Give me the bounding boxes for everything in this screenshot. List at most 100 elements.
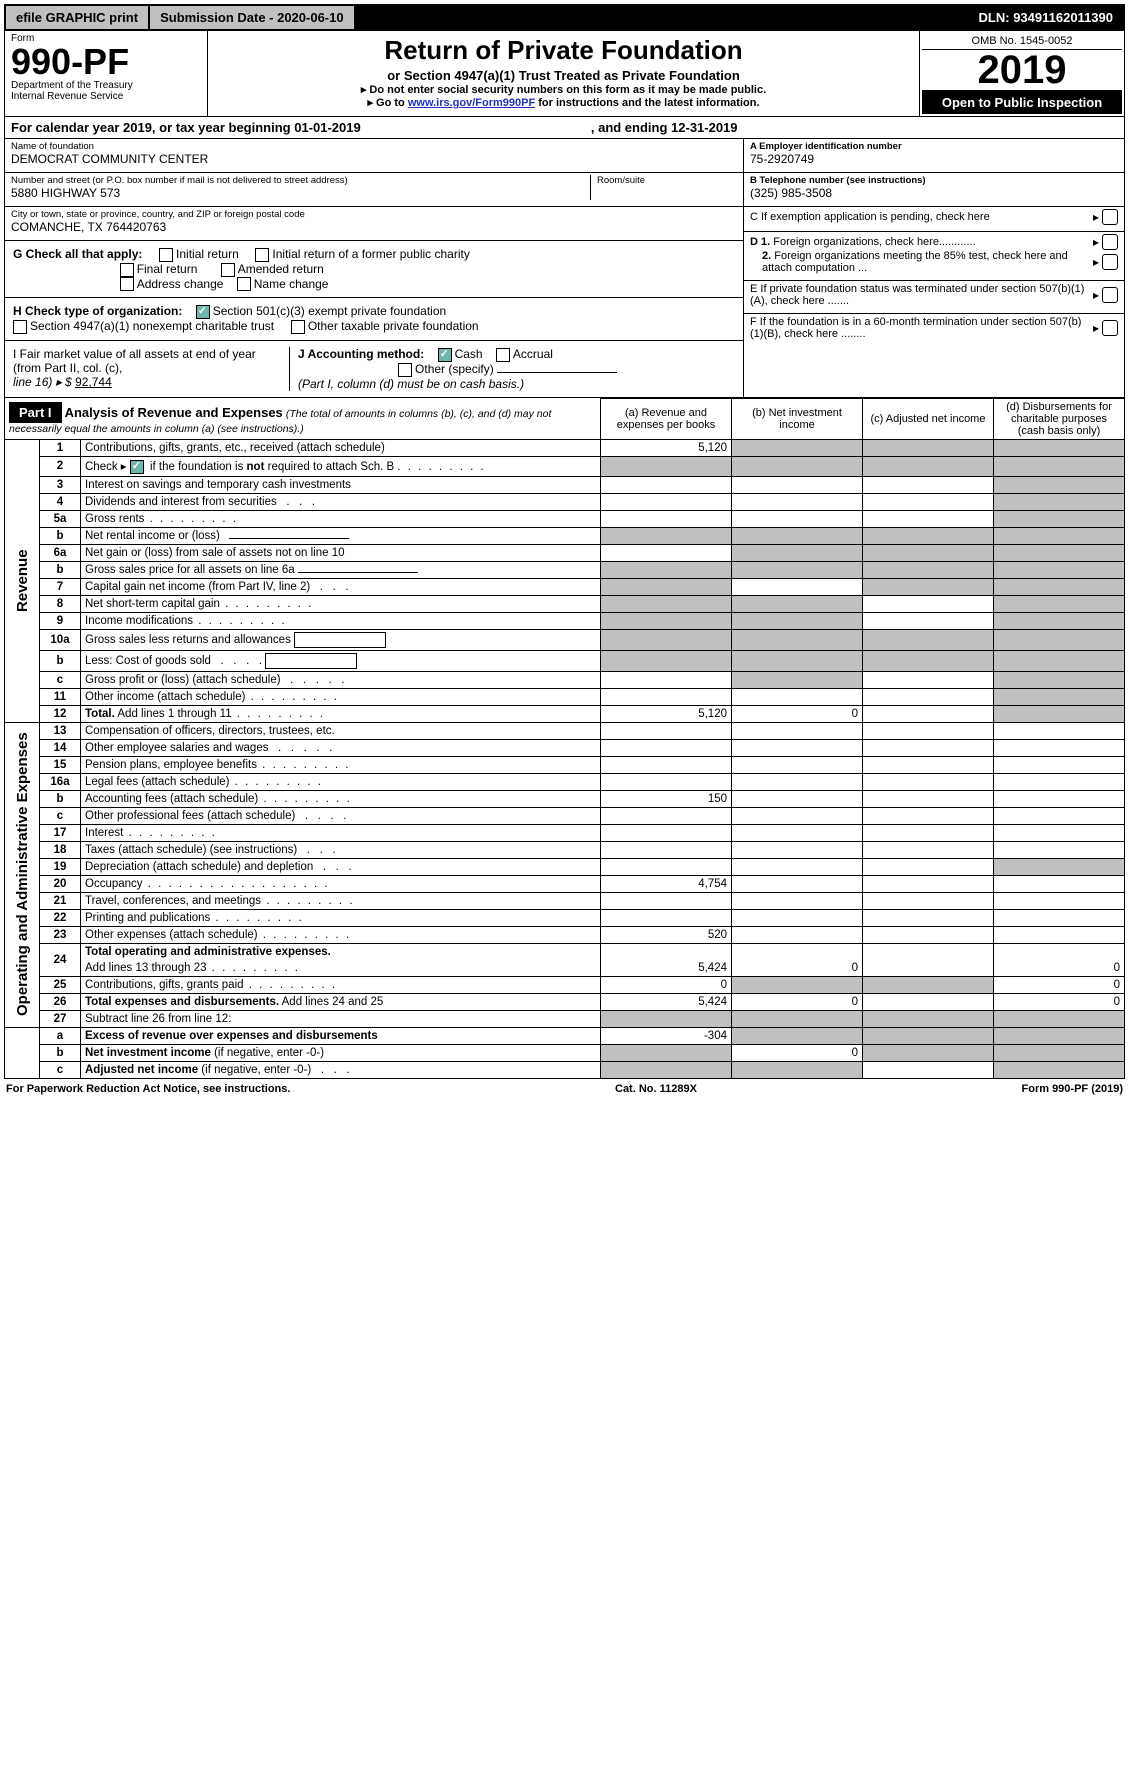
row-6b-label: Gross sales price for all assets on line… <box>81 561 601 578</box>
section-d1: Foreign organizations, check here.......… <box>773 236 975 248</box>
final-return-checkbox[interactable] <box>120 263 134 277</box>
row-27c-label: Adjusted net income (if negative, enter … <box>81 1061 601 1078</box>
row-14-label: Other employee salaries and wages . . . … <box>81 739 601 756</box>
ein-label: A Employer identification number <box>750 141 902 152</box>
instruction-2: ▸ Go to www.irs.gov/Form990PF for instru… <box>216 96 911 109</box>
footer: For Paperwork Reduction Act Notice, see … <box>4 1079 1125 1095</box>
form-header: Form 990-PF Department of the Treasury I… <box>4 31 1125 117</box>
row-16a-label: Legal fees (attach schedule) <box>81 773 601 790</box>
irs-link[interactable]: www.irs.gov/Form990PF <box>408 97 535 109</box>
status-terminated-checkbox[interactable] <box>1102 287 1118 303</box>
part-1-title: Analysis of Revenue and Expenses <box>65 405 283 420</box>
phone-label: B Telephone number (see instructions) <box>750 175 926 186</box>
arrow-icon <box>1093 288 1099 302</box>
row-2-label: Check ▸ if the foundation is not require… <box>81 456 601 476</box>
row-27b-label: Net investment income (if negative, ente… <box>81 1044 601 1061</box>
row-20-label: Occupancy <box>81 875 601 892</box>
part-1-table: Part I Analysis of Revenue and Expenses … <box>4 398 1125 1079</box>
4947a1-checkbox[interactable] <box>13 320 27 334</box>
initial-former-checkbox[interactable] <box>255 248 269 262</box>
row-26-val-b: 0 <box>732 993 863 1010</box>
row-10c-label: Gross profit or (loss) (attach schedule)… <box>81 671 601 688</box>
row-23-label: Other expenses (attach schedule) <box>81 926 601 943</box>
room-label: Room/suite <box>597 175 737 186</box>
row-16b-val-a: 150 <box>601 790 732 807</box>
row-22-label: Printing and publications <box>81 909 601 926</box>
other-specify-field[interactable] <box>497 372 617 373</box>
row-25-label: Contributions, gifts, grants paid <box>81 976 601 993</box>
row-18-label: Taxes (attach schedule) (see instruction… <box>81 841 601 858</box>
foreign-85-checkbox[interactable] <box>1102 254 1118 270</box>
section-h: H Check type of organization: Section 50… <box>5 298 743 341</box>
row-4-label: Dividends and interest from securities .… <box>81 493 601 510</box>
tax-year: 2019 <box>922 50 1122 90</box>
foreign-org-checkbox[interactable] <box>1102 234 1118 250</box>
ein: 75-2920749 <box>750 152 1118 166</box>
name-label: Name of foundation <box>11 141 737 152</box>
row-19-label: Depreciation (attach schedule) and deple… <box>81 858 601 875</box>
address: 5880 HIGHWAY 573 <box>11 186 590 200</box>
section-g: G Check all that apply: Initial return I… <box>5 241 743 298</box>
row-9-label: Income modifications <box>81 612 601 629</box>
arrow-icon <box>1093 255 1099 269</box>
address-change-checkbox[interactable] <box>120 277 134 291</box>
row-5a-label: Gross rents <box>81 510 601 527</box>
form-number: 990-PF <box>11 44 201 80</box>
exemption-pending-checkbox[interactable] <box>1102 209 1118 225</box>
other-taxable-checkbox[interactable] <box>291 320 305 334</box>
row-5b-label: Net rental income or (loss) <box>81 527 601 544</box>
row-6a-label: Net gain or (loss) from sale of assets n… <box>81 544 601 561</box>
row-11-label: Other income (attach schedule) <box>81 688 601 705</box>
row-27a-label: Excess of revenue over expenses and disb… <box>81 1027 601 1044</box>
footer-left: For Paperwork Reduction Act Notice, see … <box>6 1083 290 1095</box>
footer-right: Form 990-PF (2019) <box>1022 1083 1124 1095</box>
form-title: Return of Private Foundation <box>216 35 911 66</box>
entity-section: Name of foundation DEMOCRAT COMMUNITY CE… <box>4 139 1125 398</box>
row-10a-label: Gross sales less returns and allowances <box>81 629 601 650</box>
col-d-header: (d) Disbursements for charitable purpose… <box>994 398 1125 439</box>
row-16c-label: Other professional fees (attach schedule… <box>81 807 601 824</box>
name-change-checkbox[interactable] <box>237 277 251 291</box>
footer-mid: Cat. No. 11289X <box>290 1083 1021 1095</box>
row-8-label: Net short-term capital gain <box>81 595 601 612</box>
60-month-checkbox[interactable] <box>1102 320 1118 336</box>
accrual-checkbox[interactable] <box>496 348 510 362</box>
amended-return-checkbox[interactable] <box>221 263 235 277</box>
col-b-header: (b) Net investment income <box>732 398 863 439</box>
dept-1: Department of the Treasury <box>11 80 201 91</box>
row-21-label: Travel, conferences, and meetings <box>81 892 601 909</box>
row-25-val-d: 0 <box>994 976 1125 993</box>
row-10b-label: Less: Cost of goods sold . . . . <box>81 650 601 671</box>
sch-b-checkbox[interactable] <box>130 460 144 474</box>
other-method-checkbox[interactable] <box>398 363 412 377</box>
row-20-val-a: 4,754 <box>601 875 732 892</box>
row-27a-val-a: -304 <box>601 1027 732 1044</box>
cash-checkbox[interactable] <box>438 348 452 362</box>
row-12-val-b: 0 <box>732 705 863 722</box>
row-17-label: Interest <box>81 824 601 841</box>
instruction-1: ▸ Do not enter social security numbers o… <box>216 83 911 96</box>
row-12-label: Total. Add lines 1 through 11 <box>81 705 601 722</box>
section-e: E If private foundation status was termi… <box>750 283 1093 307</box>
col-a-header: (a) Revenue and expenses per books <box>601 398 732 439</box>
row-25-val-a: 0 <box>601 976 732 993</box>
section-d2: Foreign organizations meeting the 85% te… <box>762 250 1068 274</box>
row-24-val-b: 0 <box>732 943 863 976</box>
form-subtitle: or Section 4947(a)(1) Trust Treated as P… <box>216 68 911 83</box>
row-26-val-a: 5,424 <box>601 993 732 1010</box>
501c3-checkbox[interactable] <box>196 305 210 319</box>
row-15-label: Pension plans, employee benefits <box>81 756 601 773</box>
phone: (325) 985-3508 <box>750 186 1118 200</box>
expenses-side-label: Operating and Administrative Expenses <box>5 722 40 1027</box>
section-i-j: I Fair market value of all assets at end… <box>5 341 743 397</box>
city: COMANCHE, TX 764420763 <box>11 220 737 234</box>
row-27b-val-b: 0 <box>732 1044 863 1061</box>
top-bar: efile GRAPHIC print Submission Date - 20… <box>4 4 1125 31</box>
row-3-label: Interest on savings and temporary cash i… <box>81 476 601 493</box>
row-24-val-a: 5,424 <box>601 943 732 976</box>
arrow-icon <box>1093 321 1099 335</box>
efile-tag: efile GRAPHIC print <box>6 6 150 29</box>
part-1-label: Part I <box>9 402 62 423</box>
row-24b-label: Add lines 13 through 23 <box>81 960 601 977</box>
initial-return-checkbox[interactable] <box>159 248 173 262</box>
